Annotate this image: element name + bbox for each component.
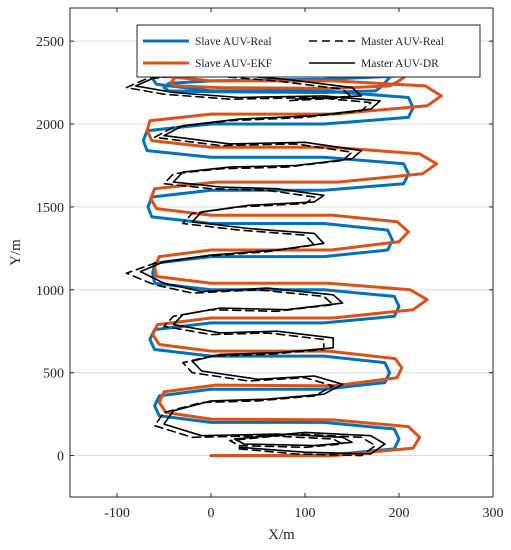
y-tick-label: 2500 [36,35,64,50]
x-tick-label: 0 [208,506,215,521]
y-tick-label: 2000 [36,118,64,133]
legend-label: Master AUV-Real [361,36,444,48]
legend-label: Slave AUV-Real [195,36,272,48]
legend: Slave AUV-Real Master AUV-Real Slave AUV-E… [136,24,481,78]
x-tick-label: 200 [389,506,410,521]
axes-frame [69,7,494,498]
axis-ticks: -100 0 100 200 300 0 500 1000 1500 2000 2500 [36,8,504,521]
legend-label: Master AUV-DR [361,58,439,70]
y-tick-label: 1000 [36,284,64,299]
x-tick-label: -100 [104,506,130,521]
x-tick-label: 100 [295,506,316,521]
x-axis-label: X/m [268,527,295,543]
y-tick-label: 0 [57,450,64,465]
x-tick-label: 300 [483,506,504,521]
series-line-master-auv-dr [135,71,386,455]
y-axis-label: Y/m [8,239,24,266]
legend-label: Slave AUV-EKF [195,58,272,70]
legend-box [136,24,481,78]
series-line-master-auv-real [125,73,377,457]
y-tick-label: 1500 [36,201,64,216]
y-tick-label: 500 [43,367,64,382]
